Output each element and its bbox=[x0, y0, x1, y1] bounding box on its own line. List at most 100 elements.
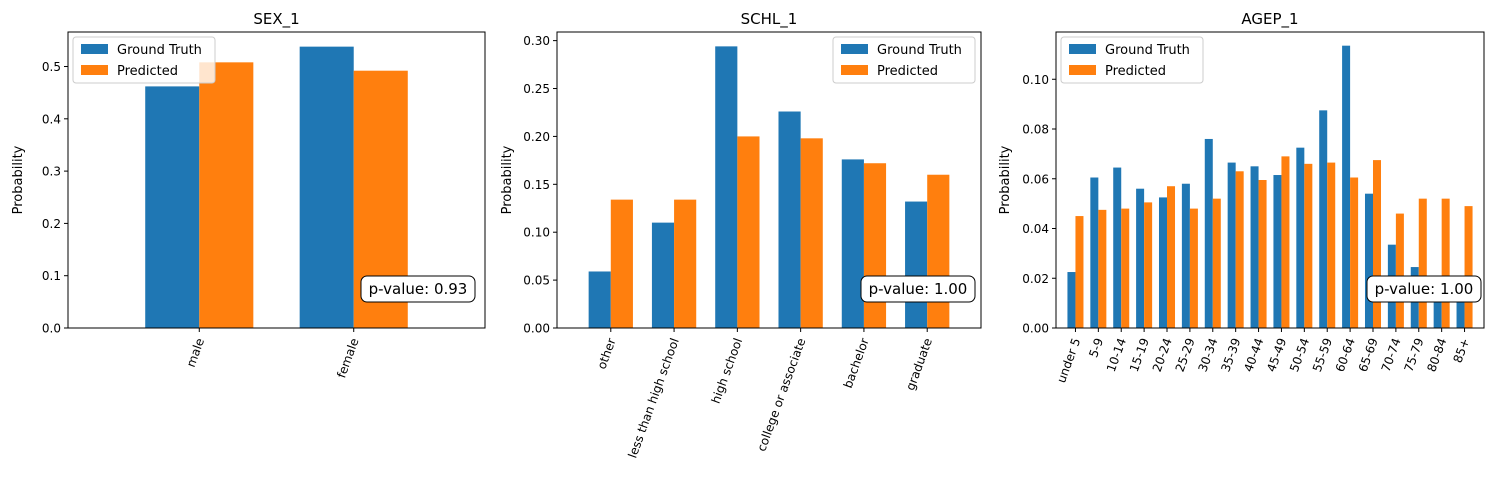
legend-swatch-ground-truth bbox=[1069, 44, 1096, 54]
x-tick-label: 30-34 bbox=[1196, 336, 1221, 374]
y-tick-label: 0.4 bbox=[42, 112, 61, 126]
bar-predicted bbox=[1441, 198, 1450, 328]
bar-predicted bbox=[610, 199, 633, 328]
legend-label: Ground Truth bbox=[1105, 43, 1190, 58]
bar-ground-truth bbox=[1456, 294, 1465, 328]
bar-predicted bbox=[674, 199, 697, 328]
bar-ground-truth bbox=[1319, 110, 1328, 329]
bar-predicted bbox=[737, 136, 760, 328]
bar-predicted bbox=[1258, 180, 1267, 328]
y-tick-label: 0.04 bbox=[1022, 222, 1049, 236]
x-tick-label: 35-39 bbox=[1218, 336, 1243, 374]
x-tick-label: under 5 bbox=[1054, 336, 1083, 385]
bar-predicted bbox=[1212, 198, 1221, 328]
y-tick-label: 0.2 bbox=[42, 217, 61, 231]
bar-ground-truth bbox=[1158, 197, 1168, 328]
x-tick-label: bachelor bbox=[841, 336, 872, 390]
x-tick-label: college or associate bbox=[754, 336, 808, 453]
x-tick-label: high school bbox=[709, 336, 746, 405]
bar-predicted bbox=[1121, 208, 1130, 328]
chart-title: AGEP_1 bbox=[1241, 10, 1298, 29]
p-value-annotation: p-value: 1.00 bbox=[860, 275, 976, 303]
chart-panel-agep: AGEP_1 Probability 0.00 0.02 0.04 0.06 0.08 0… bbox=[998, 10, 1485, 385]
bar-ground-truth bbox=[1273, 175, 1282, 328]
legend-box bbox=[1060, 36, 1204, 84]
bar-ground-truth bbox=[1181, 183, 1190, 328]
y-axis-label: Probability bbox=[11, 145, 26, 214]
y-tick-label: 0.10 bbox=[523, 226, 550, 240]
bar-ground-truth bbox=[299, 46, 354, 329]
chart-title: SCHL_1 bbox=[741, 10, 798, 29]
x-tick-label: male bbox=[184, 336, 207, 369]
plot-area bbox=[556, 31, 982, 329]
bar-predicted bbox=[1098, 209, 1107, 328]
x-tick-label: 85+ bbox=[1451, 336, 1473, 365]
bar-ground-truth bbox=[1113, 167, 1122, 328]
p-value-box bbox=[1366, 275, 1482, 303]
x-tick-label: 10-14 bbox=[1104, 336, 1129, 374]
x-tick-label: 20-24 bbox=[1150, 336, 1175, 374]
bar-ground-truth bbox=[715, 46, 738, 329]
legend-swatch-predicted bbox=[841, 65, 868, 75]
bar-predicted bbox=[1075, 216, 1084, 328]
bar-predicted bbox=[1167, 186, 1176, 328]
p-value-text: p-value: 1.00 bbox=[869, 280, 968, 298]
bar-ground-truth bbox=[1342, 45, 1351, 329]
x-tick-label: 70-74 bbox=[1379, 336, 1404, 374]
bar-ground-truth bbox=[1433, 289, 1442, 328]
bar-predicted bbox=[1235, 171, 1244, 328]
legend-label: Predicted bbox=[877, 64, 938, 79]
p-value-annotation: p-value: 1.00 bbox=[1366, 275, 1482, 303]
bar-predicted bbox=[1304, 163, 1313, 328]
bar-ground-truth bbox=[1204, 138, 1213, 328]
bar-predicted bbox=[800, 138, 823, 328]
legend-label: Predicted bbox=[1105, 64, 1166, 79]
bar-ground-truth bbox=[1067, 272, 1076, 328]
legend: Ground Truth Predicted bbox=[1060, 36, 1204, 84]
p-value-box bbox=[360, 275, 476, 303]
x-tick-label: less than high school bbox=[625, 336, 681, 460]
x-tick-label: 25-29 bbox=[1173, 336, 1198, 374]
x-tick-label: 60-64 bbox=[1333, 336, 1358, 374]
x-tick-label: other bbox=[595, 336, 619, 371]
x-tick-label: 15-19 bbox=[1127, 336, 1152, 374]
legend-box bbox=[832, 36, 976, 84]
bar-ground-truth bbox=[1250, 166, 1259, 328]
y-tick-label: 0.30 bbox=[523, 34, 550, 48]
bar-ground-truth bbox=[1364, 193, 1373, 328]
p-value-box bbox=[860, 275, 976, 303]
x-tick-label: 5-9 bbox=[1086, 336, 1106, 359]
p-value-text: p-value: 0.93 bbox=[369, 280, 468, 298]
x-tick-label: 55-59 bbox=[1310, 336, 1335, 374]
x-tick-label: 65-69 bbox=[1356, 336, 1381, 374]
y-tick-label: 0.00 bbox=[1022, 322, 1049, 336]
bar-predicted bbox=[199, 62, 254, 329]
y-tick-label: 0.0 bbox=[42, 322, 61, 336]
plot-area bbox=[67, 31, 486, 329]
plot-area bbox=[1055, 31, 1485, 329]
legend: Ground Truth Predicted bbox=[72, 36, 216, 84]
bar-predicted bbox=[1327, 162, 1336, 328]
y-tick-label: 0.08 bbox=[1022, 123, 1049, 137]
x-tick-label: 75-79 bbox=[1402, 336, 1427, 374]
bar-ground-truth bbox=[588, 271, 611, 328]
bar-ground-truth bbox=[1090, 177, 1099, 328]
y-tick-label: 0.1 bbox=[42, 269, 61, 283]
p-value-annotation: p-value: 0.93 bbox=[360, 275, 476, 303]
legend-box bbox=[72, 36, 216, 84]
y-axis-label: Probability bbox=[998, 145, 1013, 214]
bar-predicted bbox=[1372, 160, 1382, 328]
bar-predicted bbox=[1395, 213, 1404, 328]
chart-panel-sex: SEX_1 Probability 0.0 0.1 0.2 0.3 0.4 0.5 male… bbox=[11, 10, 486, 380]
legend-swatch-ground-truth bbox=[841, 44, 868, 54]
x-tick-label: 40-44 bbox=[1241, 336, 1266, 374]
legend-swatch-predicted bbox=[81, 65, 108, 75]
bar-predicted bbox=[1189, 208, 1198, 328]
bar-predicted bbox=[1350, 177, 1359, 328]
y-tick-label: 0.00 bbox=[523, 322, 550, 336]
bar-ground-truth bbox=[1227, 162, 1236, 328]
legend-label: Ground Truth bbox=[117, 43, 202, 58]
bar-ground-truth bbox=[1296, 147, 1305, 328]
y-tick-label: 0.15 bbox=[523, 178, 550, 192]
